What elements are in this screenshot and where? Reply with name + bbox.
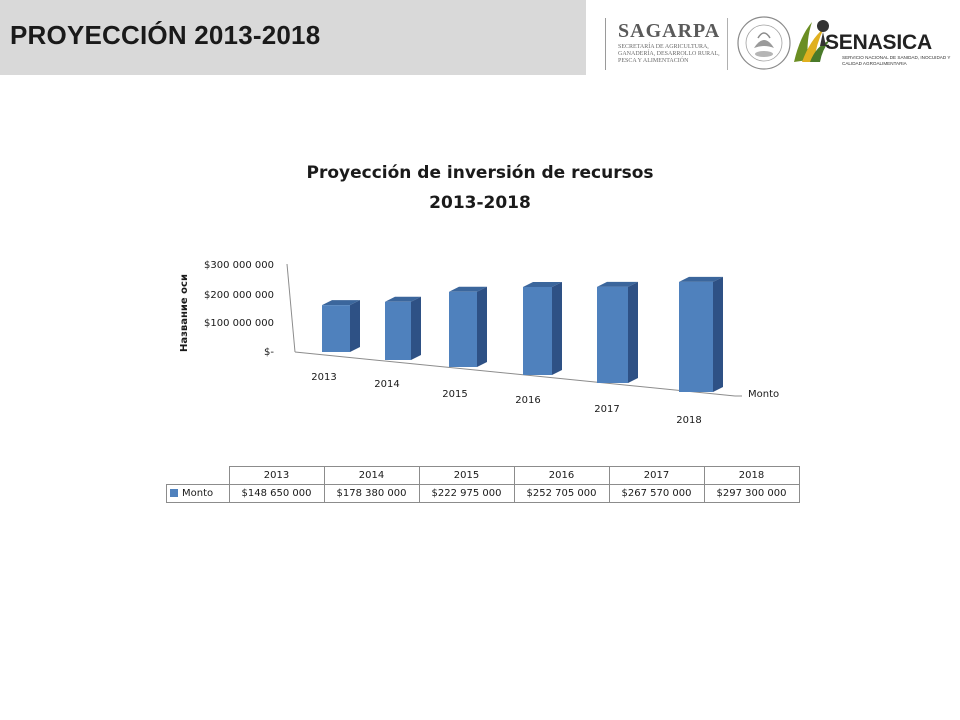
bar-side [411, 296, 421, 360]
data-table-value: $178 380 000 [323, 484, 420, 503]
x-tick-label: 2015 [442, 389, 467, 400]
data-table: 2013 2014 2015 2016 2017 2018 Monto $148… [166, 466, 800, 503]
sagarpa-subtitle: SECRETARÍA DE AGRICULTURA, GANADERÍA, DE… [618, 44, 720, 64]
depth-axis-label: Monto [748, 389, 779, 400]
bar-side [477, 286, 487, 367]
logo-separator [605, 18, 606, 70]
data-table-value: $148 650 000 [228, 484, 325, 503]
senasica-subtitle: SERVICIO NACIONAL DE SANIDAD, INOCUIDAD … [842, 55, 951, 66]
bar [523, 286, 552, 375]
x-tick-label: 2016 [515, 395, 540, 406]
bar [449, 291, 477, 367]
series-name: Monto [182, 488, 214, 499]
y-tick-label: $300 000 000 [204, 260, 274, 271]
data-table-value: $267 570 000 [608, 484, 705, 503]
data-table-value: $222 975 000 [418, 484, 515, 503]
data-table-year-header: 2016 [513, 466, 610, 485]
sagarpa-logo-text: SAGARPA [618, 20, 721, 42]
senasica-logo-text: SENASICA [825, 31, 932, 54]
y-tick-label: $200 000 000 [204, 290, 274, 301]
bar-side [552, 281, 562, 375]
data-table-header-row: 2013 2014 2015 2016 2017 2018 [167, 466, 800, 485]
bar-top [597, 281, 638, 287]
data-table-value: $297 300 000 [703, 484, 800, 503]
data-table-year-header: 2013 [228, 466, 325, 485]
bar-top [679, 276, 723, 282]
bar [385, 301, 411, 360]
data-table-row: Monto $148 650 000 $178 380 000 $222 975… [166, 484, 800, 503]
bar-side [350, 300, 360, 352]
legend-key-icon [170, 489, 178, 497]
y-axis-title: Название оси [179, 274, 190, 352]
senasica-logo-icon [794, 20, 830, 62]
bar-top [322, 300, 360, 306]
mexico-seal-icon [737, 16, 791, 70]
y-tick-label: $- [264, 347, 274, 358]
x-tick-label: 2013 [311, 372, 336, 383]
bar [679, 281, 713, 392]
x-axis-line [294, 351, 736, 397]
y-axis-line [286, 263, 296, 353]
data-table-year-header: 2015 [418, 466, 515, 485]
bar-top [523, 281, 562, 287]
chart-title-line1: Proyección de inversión de recursos [306, 163, 653, 183]
data-table-value: $252 705 000 [513, 484, 610, 503]
data-table-year-header: 2018 [703, 466, 800, 485]
data-table-year-header: 2014 [323, 466, 420, 485]
y-tick-label: $100 000 000 [204, 318, 274, 329]
bar-side [628, 281, 638, 383]
x-tick-label: 2017 [594, 404, 619, 415]
bar [597, 286, 628, 383]
bar-top [385, 296, 421, 302]
header-band [0, 0, 586, 75]
bar [322, 305, 350, 352]
bar-top [449, 286, 487, 292]
logo-area: SAGARPA SECRETARÍA DE AGRICULTURA, GANAD… [600, 10, 950, 72]
bar-side [713, 276, 723, 392]
x-tick-label: 2018 [676, 415, 701, 426]
slide-title: PROYECCIÓN 2013-2018 [10, 20, 321, 50]
data-table-year-header: 2017 [608, 466, 705, 485]
data-table-series-cell: Monto [166, 484, 230, 503]
chart-title-line2: 2013-2018 [429, 193, 531, 213]
x-tick-label: 2014 [374, 379, 399, 390]
logo-separator-2 [727, 18, 728, 70]
data-table-corner [167, 467, 230, 485]
